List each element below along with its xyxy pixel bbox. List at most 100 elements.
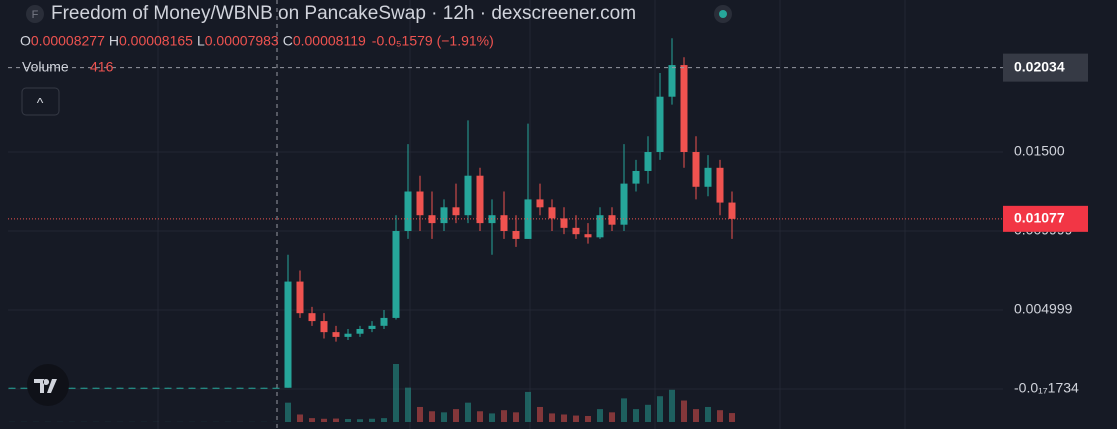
volume-bar <box>489 413 495 422</box>
candle-body <box>476 175 484 224</box>
ohlc-value: 0.00008277 <box>31 33 105 49</box>
volume-bar <box>633 409 639 422</box>
candle-body <box>416 191 424 216</box>
tv-logo <box>27 364 69 406</box>
y-tick-label: 0.004999 <box>1014 301 1073 317</box>
volume-bar <box>585 415 591 422</box>
volume-bar <box>537 406 543 422</box>
ohlc-value: 0.00007983 <box>205 33 279 49</box>
volume-bar <box>597 409 603 422</box>
candle-body <box>92 387 100 389</box>
candle-body <box>104 387 112 389</box>
volume-bar <box>513 412 519 422</box>
candle-body <box>308 313 316 322</box>
candle-body <box>188 387 196 389</box>
candle-body <box>260 387 268 389</box>
volume-bar <box>561 414 567 422</box>
candle-body <box>80 387 88 389</box>
candle-body <box>452 207 460 216</box>
ohlc: O 0.00008277 H 0.00008165 L 0.00007983 C 0.0000… <box>20 33 494 49</box>
candle-body <box>536 199 544 208</box>
candle-body <box>596 215 604 238</box>
token-letter: F <box>32 9 39 21</box>
candle-body <box>332 332 340 337</box>
candle-body <box>668 65 676 97</box>
volume-bar <box>453 409 459 422</box>
candle-body <box>20 387 28 389</box>
volume-bar <box>549 413 555 422</box>
volume-bar <box>729 413 735 422</box>
candle-body <box>380 317 388 326</box>
token-icon <box>26 5 44 23</box>
candle-body <box>608 215 616 225</box>
candle-body <box>512 231 520 239</box>
candle-body <box>644 152 652 171</box>
candle-body <box>152 387 160 389</box>
volume-bar <box>621 398 627 422</box>
candle-body <box>356 328 364 334</box>
volume-bar <box>525 391 531 422</box>
volume-value: 416 <box>90 59 114 75</box>
candle-body <box>728 202 736 219</box>
ohlc-label: C <box>283 33 293 49</box>
candle-body <box>224 387 232 389</box>
candle-body <box>716 167 724 203</box>
volume-bar <box>429 411 435 422</box>
volume-bar <box>477 411 483 422</box>
volume-bar <box>357 419 363 422</box>
candle-body <box>284 281 292 388</box>
candle-body <box>584 234 592 238</box>
candle-body <box>392 231 400 318</box>
candle-body <box>116 387 124 389</box>
candle-body <box>296 281 304 314</box>
candle-body <box>500 215 508 232</box>
candle-body <box>632 170 640 184</box>
crosshair-box <box>1003 53 1088 82</box>
volume-bar <box>345 418 351 422</box>
volume-bar <box>381 418 387 422</box>
volume-bar <box>657 396 663 422</box>
candle-body <box>560 218 568 228</box>
volume-bar <box>393 364 399 422</box>
status-dot <box>719 10 727 18</box>
volume-bar <box>405 387 411 422</box>
ohlc-label: O <box>20 33 31 49</box>
crosshair-price: 0.02034 <box>1014 58 1065 74</box>
candle-body <box>272 387 280 389</box>
volume-bar <box>321 418 327 422</box>
candle-body <box>704 167 712 187</box>
candle-body <box>128 387 136 389</box>
candle-body <box>464 175 472 216</box>
volume-bar <box>573 415 579 422</box>
candle-body <box>368 325 376 329</box>
ohlc-change: -0.0₅1579 (−1.91%) <box>372 33 494 49</box>
volume-bar <box>441 412 447 422</box>
candle-body <box>680 65 688 153</box>
collapse-button[interactable] <box>21 87 60 116</box>
volume-bar <box>609 412 615 422</box>
volume-bar <box>645 404 651 422</box>
y-tick-label: 0.01500 <box>1014 143 1065 159</box>
candle-body <box>8 387 16 389</box>
candle-body <box>212 387 220 389</box>
volume-bar <box>681 400 687 422</box>
candle-body <box>176 387 184 389</box>
candle-body <box>344 333 352 337</box>
candle-body <box>440 207 448 224</box>
volume-bar <box>297 414 303 422</box>
candle-body <box>692 152 700 187</box>
candle-body <box>572 227 580 235</box>
collapse-icon: ^ <box>37 95 44 111</box>
tv-logo-mark <box>34 379 57 393</box>
candle-body <box>68 387 76 389</box>
last-price-box <box>1003 205 1088 232</box>
candle-body <box>248 387 256 389</box>
candle-body <box>140 387 148 389</box>
candle-body <box>200 387 208 389</box>
volume-bar <box>705 406 711 422</box>
candle-body <box>320 321 328 333</box>
ohlc-label: L <box>197 33 205 49</box>
candle-body <box>164 387 172 389</box>
y-tick-label: -0.0₁₇1734 <box>1014 380 1079 396</box>
